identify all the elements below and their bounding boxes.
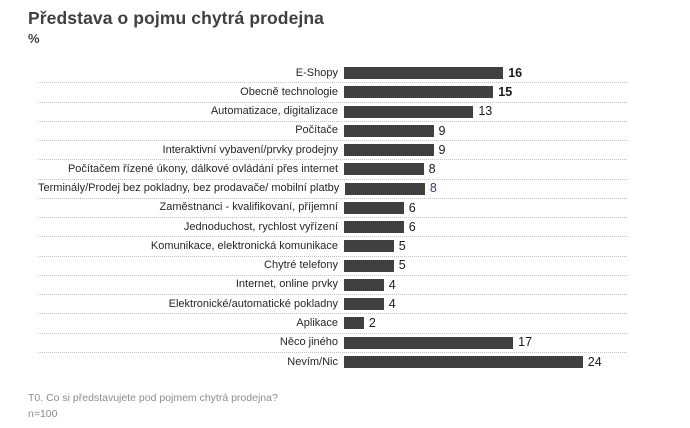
bar [344, 317, 364, 330]
bar [345, 182, 425, 195]
survey-question: T0. Co si představujete pod pojmem chytr… [28, 392, 278, 404]
bar-cell: 8 [342, 180, 627, 198]
bar-cell: 17 [341, 334, 627, 352]
chart-row: Počítačem řízené úkony, dálkové ovládání… [38, 160, 627, 180]
value-label: 2 [368, 316, 376, 331]
value-label: 5 [398, 239, 406, 254]
category-label: Internet, online prvky [235, 278, 338, 291]
bar [344, 201, 404, 214]
bar-cell: 24 [341, 353, 627, 372]
bar-cell: 9 [341, 122, 627, 140]
chart-row: Elektronické/automatické pokladny 4 [38, 295, 627, 315]
bar-chart: E-Shopy 16 Obecně technologie 15 Automatizac… [38, 64, 627, 372]
bar [344, 67, 504, 80]
category-label: Počítače [295, 124, 338, 137]
bar [344, 86, 494, 99]
value-label: 4 [388, 277, 396, 292]
chart-row: Automatizace, digitalizace 13 [38, 103, 627, 122]
bar-cell: 6 [341, 199, 627, 217]
bar [344, 240, 394, 253]
value-label: 8 [428, 162, 436, 177]
chart-row: Terminály/Prodej bez pokladny, bez proda… [38, 180, 627, 199]
chart-row: Nevím/Nic 24 [38, 353, 627, 372]
value-label: 8 [429, 181, 437, 196]
chart-footnote: T0. Co si představujete pod pojmem chytr… [28, 390, 278, 422]
category-label: Počítačem řízené úkony, dálkové ovládání… [67, 162, 338, 175]
bar [344, 259, 394, 272]
value-label: 13 [478, 104, 493, 119]
category-label: Elektronické/automatické pokladny [168, 297, 338, 310]
bar [344, 221, 404, 234]
chart-row: Interaktivní vybavení/prvky prodejny 9 [38, 141, 627, 161]
bar-cell: 5 [341, 257, 627, 275]
chart-unit-label: % [28, 31, 40, 46]
bar-cell: 16 [341, 64, 627, 82]
bar-cell: 5 [341, 237, 627, 255]
chart-row: Počítače 9 [38, 122, 627, 141]
bar-cell: 4 [341, 276, 627, 294]
value-label: 24 [587, 355, 602, 370]
chart-row: Něco jiného 17 [38, 334, 627, 353]
bar-cell: 15 [341, 83, 627, 101]
value-label: 15 [498, 85, 513, 100]
category-label: Komunikace, elektronická komunikace [150, 239, 338, 252]
value-label: 9 [438, 142, 446, 157]
chart-row: Obecně technologie 15 [38, 83, 627, 103]
value-label: 9 [438, 123, 446, 138]
bar [344, 124, 434, 137]
bar [344, 278, 384, 291]
chart-row: Komunikace, elektronická komunikace 5 [38, 237, 627, 257]
chart-row: Chytré telefony 5 [38, 257, 627, 276]
value-label: 17 [518, 335, 533, 350]
chart-row: Jednoduchost, rychlost vyřízení 6 [38, 218, 627, 238]
bar-cell: 4 [341, 295, 627, 313]
chart-row: E-Shopy 16 [38, 64, 627, 84]
bar [344, 336, 514, 349]
category-label: Nevím/Nic [287, 355, 338, 368]
bar-cell: 2 [341, 314, 627, 332]
chart-title: Představa o pojmu chytrá prodejna [28, 8, 325, 28]
bar [344, 163, 424, 176]
value-label: 6 [408, 219, 416, 234]
category-label: E-Shopy [295, 66, 338, 79]
category-label: Něco jiného [279, 336, 338, 349]
chart-row: Zaměstnanci - kvalifikovaní, příjemní 6 [38, 199, 627, 218]
bar-cell: 8 [341, 160, 627, 178]
bar [344, 105, 474, 118]
value-label: 5 [398, 258, 406, 273]
bar [344, 144, 434, 157]
bar-cell: 6 [341, 218, 627, 236]
category-label: Aplikace [296, 316, 338, 329]
chart-row: Aplikace 2 [38, 314, 627, 334]
bar [344, 298, 384, 311]
category-label: Chytré telefony [264, 259, 338, 272]
bar [344, 356, 583, 369]
category-label: Automatizace, digitalizace [210, 105, 338, 118]
chart-row: Internet, online prvky 4 [38, 276, 627, 295]
category-label: Jednoduchost, rychlost vyřízení [183, 220, 338, 233]
value-label: 6 [408, 200, 416, 215]
category-label: Terminály/Prodej bez pokladny, bez proda… [38, 182, 340, 195]
value-label: 4 [388, 296, 396, 311]
category-label: Zaměstnanci - kvalifikovaní, příjemní [159, 201, 338, 214]
category-label: Interaktivní vybavení/prvky prodejny [162, 143, 338, 156]
bar-cell: 13 [341, 103, 627, 121]
category-label: Obecně technologie [240, 85, 338, 98]
sample-size: n=100 [28, 408, 58, 420]
bar-cell: 9 [341, 141, 627, 159]
value-label: 16 [508, 65, 523, 80]
